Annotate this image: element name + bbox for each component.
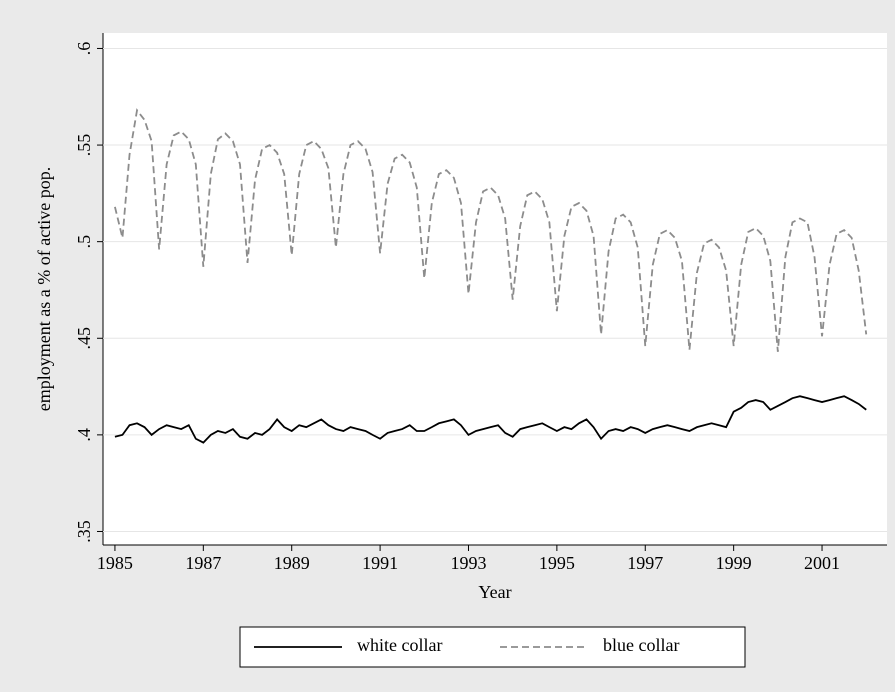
x-tick-label: 1995 <box>539 553 575 573</box>
y-tick-label: .45 <box>74 327 94 350</box>
legend-label: blue collar <box>603 635 679 655</box>
x-tick-label: 1999 <box>716 553 752 573</box>
plot-area <box>103 33 887 545</box>
y-tick-label: .6 <box>74 42 94 56</box>
x-tick-label: 1987 <box>185 553 221 573</box>
y-axis-label: employment as a % of active pop. <box>34 167 54 411</box>
x-axis-label: Year <box>478 582 511 602</box>
y-tick-label: .55 <box>74 134 94 157</box>
y-tick-label: .35 <box>74 520 94 543</box>
x-tick-label: 1993 <box>450 553 486 573</box>
x-tick-label: 1989 <box>274 553 310 573</box>
y-tick-label: .4 <box>74 428 94 442</box>
x-tick-label: 2001 <box>804 553 840 573</box>
series-line <box>114 108 868 352</box>
y-tick-label: .5 <box>74 235 94 249</box>
x-tick-label: 1997 <box>627 553 663 573</box>
series-line <box>114 395 867 444</box>
legend-label: white collar <box>357 635 442 655</box>
x-tick-label: 1985 <box>97 553 133 573</box>
x-tick-label: 1991 <box>362 553 398 573</box>
